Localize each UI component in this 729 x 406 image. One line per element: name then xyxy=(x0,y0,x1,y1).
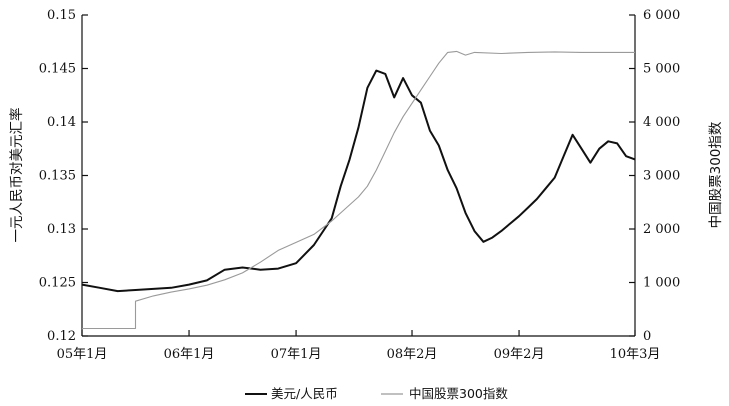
y-left-tick-label: 0.135 xyxy=(39,169,76,184)
y-right-tick-label: 5 000 xyxy=(643,62,680,77)
legend-label-usd-cny: 美元/人民币 xyxy=(271,386,338,401)
series-line-usd-cny xyxy=(81,69,636,293)
y-right-tick-label: 4 000 xyxy=(643,115,680,130)
right-axis-ticks: 0 1 000 2 000 3 000 4 000 5 000 6 000 xyxy=(629,8,680,344)
y-left-axis-title: 一元人民币对美元汇率 xyxy=(8,108,25,243)
y-left-tick-label: 0.12 xyxy=(47,329,76,344)
y-left-tick-label: 0.145 xyxy=(39,62,76,77)
y-right-tick-label: 3 000 xyxy=(643,169,680,184)
legend-label-csi300: 中国股票300指数 xyxy=(409,386,508,401)
x-tick-label: 05年1月 xyxy=(57,347,108,362)
x-tick-label: 07年1月 xyxy=(271,347,322,362)
left-axis-ticks: 0.12 0.125 0.13 0.135 0.14 0.145 0.15 xyxy=(39,8,88,344)
y-left-tick-label: 0.125 xyxy=(39,276,76,291)
x-axis-ticks: 05年1月 06年1月 07年1月 08年2月 09年2月 10年3月 xyxy=(57,330,661,362)
series-layer xyxy=(81,50,636,330)
y-left-tick-label: 0.14 xyxy=(47,115,76,130)
x-tick-label: 09年2月 xyxy=(494,347,545,362)
y-left-tick-label: 0.15 xyxy=(47,8,76,23)
series-line-csi300 xyxy=(82,50,635,330)
y-left-tick-label: 0.13 xyxy=(47,222,76,237)
y-right-tick-label: 6 000 xyxy=(643,8,680,23)
x-tick-label: 08年2月 xyxy=(387,347,438,362)
y-right-tick-label: 2 000 xyxy=(643,222,680,237)
y-right-tick-label: 1 000 xyxy=(643,276,680,291)
legend: 美元/人民币 中国股票300指数 xyxy=(245,386,508,401)
y-right-axis-title: 中国股票300指数 xyxy=(708,121,724,228)
x-tick-label: 10年3月 xyxy=(610,347,661,362)
x-tick-label: 06年1月 xyxy=(164,347,215,362)
y-right-tick-label: 0 xyxy=(643,329,651,344)
